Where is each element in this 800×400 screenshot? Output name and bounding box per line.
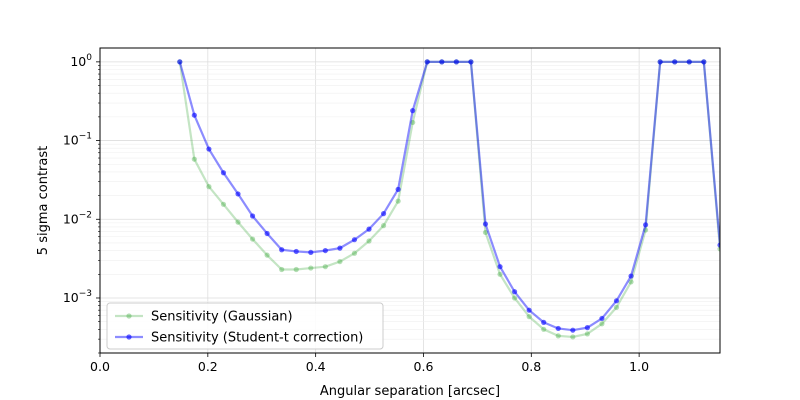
data-point bbox=[410, 119, 416, 126]
x-tick-label: 0.0 bbox=[90, 359, 110, 374]
legend-swatch-marker bbox=[126, 313, 132, 319]
series-2 bbox=[177, 59, 720, 333]
data-point bbox=[613, 298, 620, 304]
data-point bbox=[584, 331, 590, 337]
data-point bbox=[628, 273, 634, 279]
data-point bbox=[249, 213, 256, 219]
data-point bbox=[337, 245, 343, 251]
data-point bbox=[380, 223, 387, 229]
data-point bbox=[541, 319, 547, 325]
data-point bbox=[541, 326, 547, 332]
data-point bbox=[380, 211, 387, 217]
data-point bbox=[279, 247, 285, 253]
data-point bbox=[717, 242, 720, 248]
data-point bbox=[191, 156, 197, 162]
data-point bbox=[308, 265, 314, 271]
x-tick-label: 0.2 bbox=[198, 359, 218, 374]
series-line bbox=[178, 60, 720, 339]
data-point bbox=[410, 108, 416, 114]
data-point bbox=[293, 266, 299, 273]
data-point bbox=[206, 184, 212, 190]
data-point bbox=[511, 295, 518, 301]
series-layer bbox=[177, 59, 720, 340]
axis-ticks: 0.0 0.2 0.4 0.6 0.8 1.0 10−3 10−2 10−1 100 bbox=[63, 53, 649, 374]
data-point bbox=[717, 246, 720, 252]
data-point bbox=[526, 314, 532, 320]
legend-item: Sensitivity (Gaussian) bbox=[115, 310, 293, 325]
data-point bbox=[555, 325, 561, 332]
data-point bbox=[235, 219, 241, 225]
y-tick-label: 100 bbox=[70, 53, 92, 69]
data-point bbox=[570, 327, 576, 333]
data-point bbox=[686, 59, 692, 65]
y-tick-label: 10−1 bbox=[63, 132, 92, 148]
data-point bbox=[643, 222, 649, 228]
data-point bbox=[366, 238, 372, 244]
data-point bbox=[570, 334, 576, 340]
data-point bbox=[468, 59, 474, 65]
data-point bbox=[453, 59, 459, 65]
data-point bbox=[351, 250, 358, 256]
data-point bbox=[599, 315, 605, 322]
data-point bbox=[279, 266, 285, 273]
data-point bbox=[220, 170, 227, 176]
data-point bbox=[643, 227, 649, 233]
legend-label: Sensitivity (Gaussian) bbox=[151, 310, 293, 325]
data-point bbox=[511, 289, 518, 295]
x-tick-label: 1.0 bbox=[629, 359, 649, 374]
data-point bbox=[235, 191, 241, 197]
data-point bbox=[482, 229, 489, 236]
plot-frame bbox=[99, 47, 721, 354]
data-point bbox=[672, 59, 678, 65]
data-point bbox=[351, 237, 358, 243]
data-point bbox=[497, 264, 503, 270]
legend-item: Sensitivity (Student-t correction) bbox=[115, 331, 363, 346]
data-point bbox=[599, 321, 605, 327]
data-point bbox=[264, 230, 270, 237]
data-point bbox=[555, 333, 561, 339]
x-tick-label: 0.6 bbox=[414, 359, 434, 374]
series-1 bbox=[177, 59, 720, 340]
x-tick-label: 0.4 bbox=[306, 359, 326, 374]
y-tick-label: 10−3 bbox=[63, 289, 92, 305]
data-point bbox=[628, 279, 634, 285]
data-point bbox=[613, 304, 620, 310]
y-axis-label: 5 sigma contrast bbox=[36, 146, 51, 255]
data-point bbox=[191, 112, 197, 118]
legend: Sensitivity (Gaussian) Sensitivity (Stude… bbox=[106, 302, 384, 350]
data-point bbox=[366, 226, 372, 232]
x-tick-label: 0.8 bbox=[521, 359, 541, 374]
y-tick-label: 10−2 bbox=[63, 210, 92, 226]
data-point bbox=[497, 271, 503, 277]
data-point bbox=[395, 198, 401, 204]
data-point bbox=[526, 307, 532, 313]
data-point bbox=[293, 248, 299, 255]
data-point bbox=[177, 59, 183, 65]
data-point bbox=[322, 247, 328, 254]
data-point bbox=[322, 264, 328, 270]
series-line bbox=[178, 60, 720, 332]
data-point bbox=[249, 236, 256, 242]
legend-swatch-marker bbox=[126, 334, 132, 340]
x-axis-label: Angular separation [arcsec] bbox=[320, 384, 500, 399]
data-point bbox=[395, 186, 401, 192]
data-point bbox=[439, 59, 445, 65]
data-point bbox=[308, 249, 314, 255]
data-point bbox=[482, 221, 489, 227]
legend-label: Sensitivity (Student-t correction) bbox=[151, 331, 363, 346]
data-point bbox=[337, 258, 343, 265]
data-point bbox=[220, 201, 227, 207]
data-point bbox=[264, 252, 270, 258]
data-point bbox=[206, 146, 212, 152]
data-point bbox=[424, 59, 430, 65]
data-point bbox=[657, 59, 663, 65]
legend-box bbox=[106, 302, 384, 350]
data-point bbox=[584, 325, 590, 331]
data-point bbox=[701, 59, 707, 65]
